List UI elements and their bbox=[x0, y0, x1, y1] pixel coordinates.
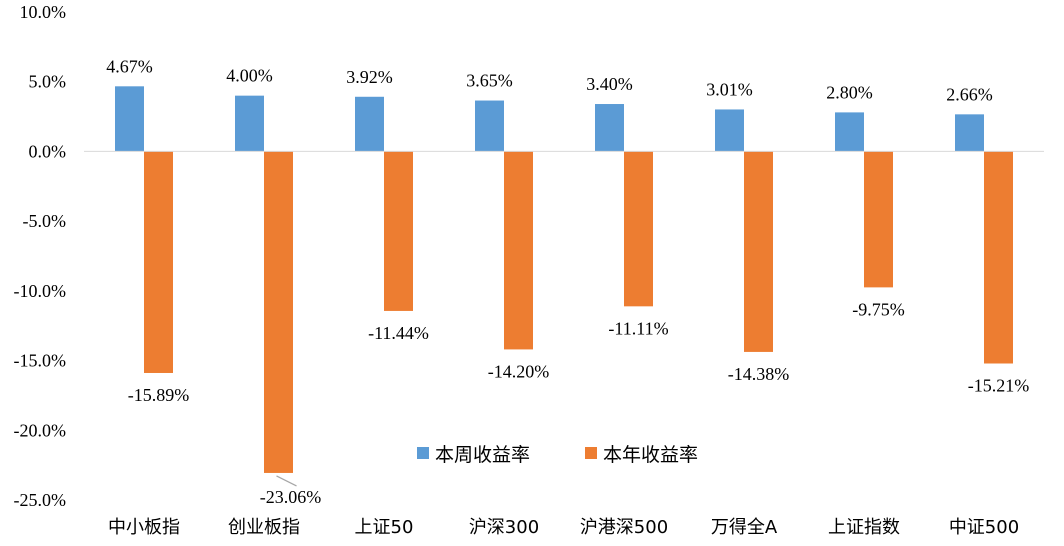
bar-yearly bbox=[624, 151, 653, 307]
data-label-yearly: -9.75% bbox=[852, 299, 905, 319]
legend-label-yearly: 本年收益率 bbox=[603, 444, 698, 466]
bar-weekly bbox=[355, 96, 384, 152]
bars bbox=[115, 86, 1013, 473]
bar-yearly bbox=[864, 151, 893, 288]
bar-yearly bbox=[384, 151, 413, 311]
data-label-weekly: 3.40% bbox=[586, 74, 633, 94]
bar-yearly bbox=[144, 151, 173, 373]
bar-yearly bbox=[744, 151, 773, 352]
legend-label-weekly: 本周收益率 bbox=[435, 444, 530, 466]
bar-yearly bbox=[984, 151, 1013, 364]
bar-weekly bbox=[115, 86, 144, 152]
y-tick-label: -15.0% bbox=[14, 351, 67, 371]
data-label-yearly: -11.11% bbox=[608, 318, 668, 338]
data-label-weekly: 2.66% bbox=[946, 84, 993, 104]
category-label: 上证50 bbox=[355, 517, 414, 538]
bar-weekly bbox=[595, 104, 624, 152]
data-label-weekly: 4.67% bbox=[106, 56, 153, 76]
data-label-yearly: -14.38% bbox=[728, 364, 790, 384]
bar-weekly bbox=[835, 112, 864, 152]
y-tick-label: -20.0% bbox=[14, 420, 67, 440]
bar-weekly bbox=[475, 100, 504, 152]
data-label-weekly: 3.01% bbox=[706, 79, 753, 99]
data-label-yearly: -11.44% bbox=[368, 323, 429, 343]
y-axis: 10.0% 5.0% 0.0% -5.0% -10.0% -15.0% -20.0% -25.… bbox=[14, 2, 67, 510]
data-label-weekly: 3.92% bbox=[346, 67, 393, 87]
bar-yearly bbox=[504, 151, 533, 350]
legend-swatch-yearly bbox=[585, 447, 597, 459]
data-labels: 4.67% -15.89% 4.00% -23.06% 3.92% -11.44% 3.65… bbox=[106, 56, 1029, 507]
y-tick-label: 10.0% bbox=[20, 2, 67, 22]
bar-weekly bbox=[955, 114, 984, 152]
y-tick-label: -10.0% bbox=[14, 281, 67, 301]
category-label: 上证指数 bbox=[828, 517, 900, 538]
category-label: 创业板指 bbox=[228, 517, 300, 538]
label-leader-line bbox=[276, 475, 297, 487]
data-label-yearly: -23.06% bbox=[260, 487, 322, 507]
y-tick-label: 0.0% bbox=[29, 141, 67, 161]
bar-weekly bbox=[715, 109, 744, 152]
bar-weekly bbox=[235, 95, 264, 152]
category-label: 沪深300 bbox=[469, 517, 539, 538]
data-label-weekly: 3.65% bbox=[466, 71, 513, 91]
category-label: 中证500 bbox=[949, 517, 1019, 538]
data-label-yearly: -15.89% bbox=[128, 385, 190, 405]
data-label-yearly: -14.20% bbox=[488, 361, 550, 381]
category-label: 沪港深500 bbox=[580, 517, 668, 538]
y-tick-label: 5.0% bbox=[29, 72, 67, 92]
bar-yearly bbox=[264, 151, 293, 473]
data-label-weekly: 4.00% bbox=[226, 66, 273, 86]
legend: 本周收益率 本年收益率 bbox=[417, 444, 698, 466]
category-label: 万得全A bbox=[711, 517, 778, 538]
y-tick-label: -25.0% bbox=[14, 490, 67, 510]
data-label-weekly: 2.80% bbox=[826, 82, 873, 102]
x-axis-categories: 中小板指 创业板指 上证50 沪深300 沪港深500 万得全A 上证指数 中证500 bbox=[108, 517, 1019, 538]
category-label: 中小板指 bbox=[108, 517, 180, 538]
legend-swatch-weekly bbox=[417, 447, 429, 459]
data-label-yearly: -15.21% bbox=[968, 375, 1030, 395]
y-tick-label: -5.0% bbox=[23, 211, 67, 231]
